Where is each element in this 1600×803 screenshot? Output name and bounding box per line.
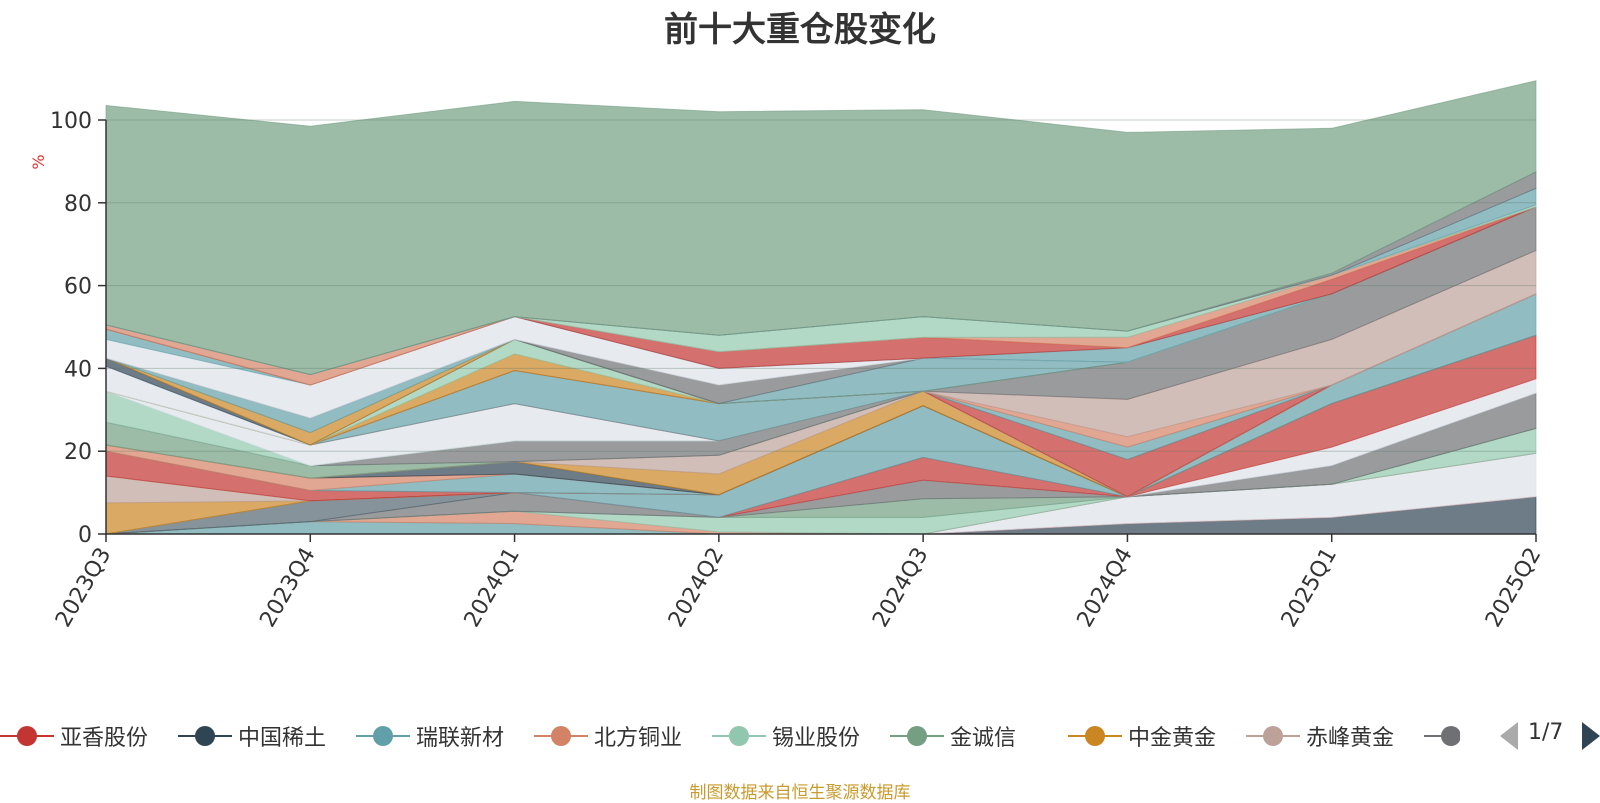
legend-item-2[interactable]: 中国稀土 (178, 718, 326, 754)
y-tick-label-100: 100 (50, 109, 92, 134)
legend-item-3[interactable]: 瑞联新材 (356, 718, 504, 754)
legend-items: 亚香股份 中国稀土 瑞联新材 北方铜业 锡业股份 金诚信 中金黄金 赤峰黄金 江西铜业 (0, 718, 1460, 754)
legend-marker-icon (356, 724, 410, 748)
legend-item-5[interactable]: 锡业股份 (712, 718, 860, 754)
legend-marker-icon (1246, 724, 1300, 748)
legend-label: 瑞联新材 (416, 726, 505, 751)
legend-page-indicator: 1/7 (1528, 720, 1564, 745)
y-tick-label-60: 60 (64, 275, 92, 300)
x-tick-label-2024Q4: 2024Q4 (1073, 544, 1138, 632)
x-tick-label-2023Q3: 2023Q3 (51, 544, 116, 632)
legend-marker-icon (1068, 724, 1122, 748)
area-layers (105, 80, 1537, 535)
legend-marker-icon (534, 724, 588, 748)
source-note: 制图数据来自恒生聚源数据库 (689, 783, 911, 803)
next-page-icon[interactable] (1582, 722, 1600, 750)
legend-item-1[interactable]: 亚香股份 (0, 718, 148, 754)
legend-marker-icon (712, 724, 766, 748)
legend-label: 赤峰黄金 (1306, 726, 1395, 751)
x-tick-label-2025Q1: 2025Q1 (1277, 544, 1342, 632)
legend-label: 北方铜业 (594, 726, 683, 751)
area-layer-45 (105, 80, 1537, 376)
legend-item-9[interactable]: 江西铜业 (1424, 718, 1460, 754)
grid-lines (106, 119, 1536, 452)
x-tick-label-2024Q2: 2024Q2 (664, 544, 729, 632)
y-axis-unit: % (29, 154, 48, 169)
y-tick-label-80: 80 (64, 192, 92, 217)
legend-marker-icon (0, 724, 54, 748)
legend-label: 金诚信 (950, 726, 1017, 751)
legend-item-7[interactable]: 中金黄金 (1068, 718, 1216, 754)
legend-marker-icon (1424, 724, 1460, 748)
legend-marker-icon (178, 724, 232, 748)
x-tick-label-2024Q1: 2024Q1 (460, 544, 525, 632)
legend-marker-icon (890, 724, 944, 748)
legend-item-6[interactable]: 金诚信 (890, 718, 1016, 754)
y-tick-label-0: 0 (78, 523, 92, 548)
x-tick-label-2024Q3: 2024Q3 (868, 544, 933, 632)
legend-item-4[interactable]: 北方铜业 (534, 718, 682, 754)
legend-label: 锡业股份 (772, 726, 861, 751)
legend-label: 亚香股份 (60, 726, 149, 751)
legend: 亚香股份 中国稀土 瑞联新材 北方铜业 锡业股份 金诚信 中金黄金 赤峰黄金 江西铜业 1/7 (0, 718, 1600, 754)
x-tick-label-2023Q4: 2023Q4 (255, 544, 320, 632)
legend-item-8[interactable]: 赤峰黄金 (1246, 718, 1394, 754)
x-tick-label-2025Q2: 2025Q2 (1481, 544, 1546, 632)
y-tick-label-40: 40 (64, 357, 92, 382)
prev-page-icon[interactable] (1500, 722, 1518, 750)
chart-plot: 0 20 40 60 80 100 2023Q3 2023Q4 2024Q1 2024Q2 2024… (29, 80, 1546, 632)
legend-label: 中金黄金 (1128, 726, 1217, 751)
legend-label: 中国稀土 (238, 726, 327, 751)
chart-title: 前十大重仓股变化 (664, 10, 936, 50)
y-tick-label-20: 20 (64, 440, 92, 465)
legend-pager: 1/7 (1500, 718, 1600, 754)
